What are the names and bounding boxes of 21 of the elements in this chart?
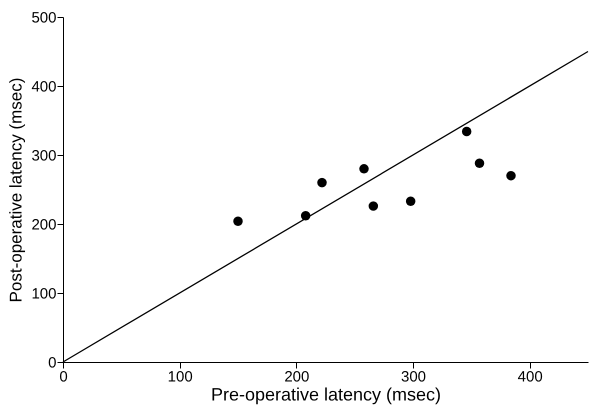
point [359,164,369,174]
point [368,201,378,211]
y-tick-label: 0 [48,354,56,372]
y-tick-label: 100 [31,286,56,302]
x-tick-label: 400 [518,368,543,386]
x-tick-label: 200 [284,368,310,386]
y-tick-label: 200 [31,216,56,234]
point [406,196,416,206]
point [474,158,484,168]
x-tick-label: 100 [168,368,193,386]
x-tick-label: 0 [59,368,68,386]
x-axis-title: Pre-operative latency (msec) [210,384,442,404]
point [317,178,327,188]
y-tick-label: 500 [31,10,56,26]
point [506,170,516,180]
y-tick-label: 400 [31,78,56,96]
point [462,126,472,136]
point [233,216,243,226]
y-tick-label: 300 [31,148,56,164]
x-tick-label: 300 [400,368,426,386]
y-axis-title: Post-operative latency (msec) [6,78,26,302]
